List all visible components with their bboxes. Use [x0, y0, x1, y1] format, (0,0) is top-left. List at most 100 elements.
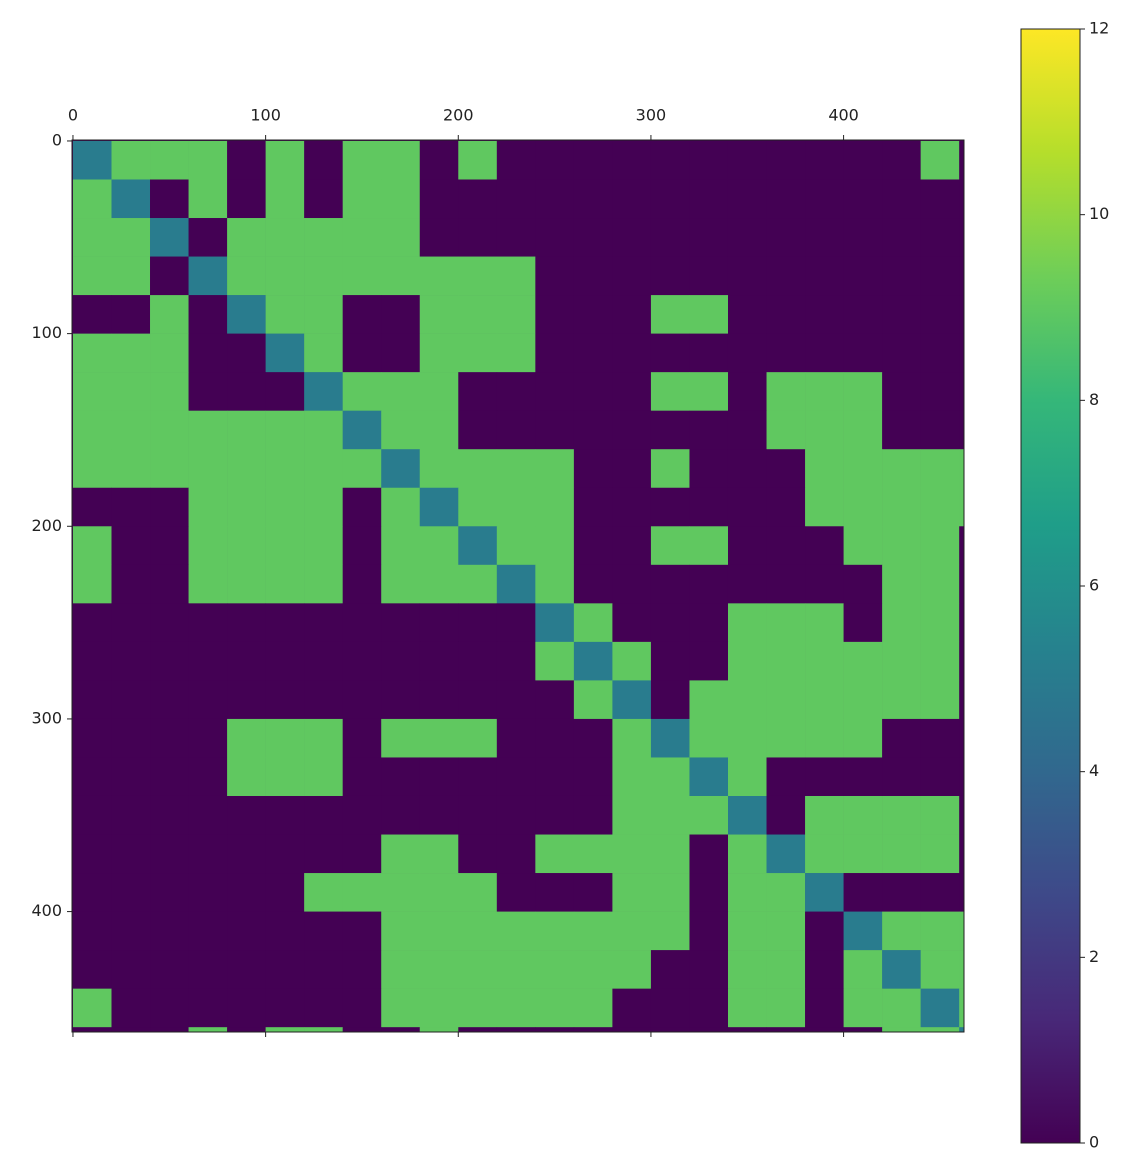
heatmap-cell [265, 256, 305, 296]
heatmap-cell [381, 795, 421, 835]
heatmap-cell [304, 1027, 343, 1032]
heatmap-cell [72, 757, 112, 797]
heatmap-cell [843, 140, 883, 180]
x-tick-label: 400 [828, 106, 859, 125]
heatmap-cell [689, 333, 729, 373]
heatmap-cell [227, 718, 266, 758]
heatmap-cell [612, 641, 652, 681]
heatmap-cell [111, 526, 151, 566]
heatmap-cell [265, 1027, 305, 1032]
heatmap-cell [573, 988, 613, 1028]
heatmap-cell [650, 526, 690, 566]
heatmap-cell [188, 873, 228, 912]
heatmap-cell [72, 295, 112, 334]
heatmap-cell [496, 449, 536, 489]
heatmap-cell [496, 988, 536, 1028]
heatmap-cell [304, 218, 343, 257]
heatmap-cell [188, 641, 228, 681]
heatmap-cell [496, 873, 536, 912]
heatmap-cell [535, 449, 575, 489]
heatmap-cell [612, 795, 652, 835]
heatmap-cell [496, 641, 536, 681]
heatmap-cell [650, 333, 690, 373]
colorbar-tick-label: 4 [1089, 761, 1099, 780]
heatmap-cell [959, 179, 964, 219]
heatmap-cell [227, 988, 266, 1028]
heatmap-cell [304, 487, 343, 527]
heatmap-cell [150, 410, 189, 450]
heatmap-cell [689, 950, 729, 989]
heatmap-cell [342, 757, 382, 797]
heatmap-cell [766, 295, 806, 334]
heatmap-cell [573, 641, 613, 681]
heatmap-cell [573, 526, 613, 566]
heatmap-cell [650, 950, 690, 989]
heatmap-cell [496, 256, 536, 296]
heatmap-cell [612, 911, 652, 951]
heatmap-cell [381, 950, 421, 989]
heatmap-cell [496, 834, 536, 874]
heatmap-cell [612, 950, 652, 989]
heatmap-cell [227, 680, 266, 720]
heatmap-cell [573, 372, 613, 411]
y-tick-label: 0 [52, 130, 62, 149]
heatmap-cell [766, 834, 806, 874]
heatmap-cell [535, 256, 575, 296]
heatmap-cell [689, 795, 729, 835]
heatmap-cell [304, 757, 343, 797]
heatmap-cell [920, 873, 960, 912]
heatmap-cell [111, 911, 151, 951]
heatmap-cell [227, 487, 266, 527]
heatmap-cell [419, 449, 459, 489]
heatmap-cell [573, 140, 613, 180]
heatmap-cell [920, 218, 960, 257]
heatmap-cell [419, 564, 459, 604]
heatmap-cell [381, 372, 421, 411]
colorbar-tick-label: 8 [1089, 390, 1099, 409]
heatmap-cell [535, 1027, 575, 1032]
heatmap-cell [150, 449, 189, 489]
heatmap-cell [150, 564, 189, 604]
heatmap-cell [458, 873, 498, 912]
heatmap-cell [766, 410, 806, 450]
heatmap-cell [265, 295, 305, 334]
heatmap-cell [227, 641, 266, 681]
heatmap-cell [458, 333, 498, 373]
heatmap-cell [342, 988, 382, 1028]
heatmap-cell [458, 295, 498, 334]
heatmap-cell [650, 295, 690, 334]
heatmap-cell [843, 873, 883, 912]
heatmap-cell [188, 487, 228, 527]
heatmap-cell [882, 680, 921, 720]
heatmap-cell [111, 487, 151, 527]
heatmap-cell [111, 372, 151, 411]
heatmap-cell [342, 487, 382, 527]
heatmap-cell [727, 873, 767, 912]
heatmap-cell [882, 795, 921, 835]
heatmap-cell [419, 410, 459, 450]
heatmap-cell [882, 487, 921, 527]
heatmap-cell [689, 295, 729, 334]
colorbar [1020, 28, 1081, 1144]
heatmap-cell [727, 911, 767, 951]
heatmap-cell [111, 641, 151, 681]
heatmap-cell [188, 526, 228, 566]
heatmap-cell [381, 295, 421, 334]
heatmap-cell [959, 718, 964, 758]
heatmap-cell [72, 256, 112, 296]
heatmap-cell [805, 950, 844, 989]
heatmap-cell [381, 873, 421, 912]
heatmap-cell [72, 603, 112, 643]
heatmap-cell [573, 564, 613, 604]
heatmap-cell [573, 487, 613, 527]
heatmap-cell [805, 295, 844, 334]
heatmap-cell [920, 333, 960, 373]
heatmap-cell [304, 449, 343, 489]
heatmap-cell [265, 372, 305, 411]
heatmap-cell [496, 487, 536, 527]
heatmap-cell [111, 218, 151, 257]
heatmap-cell [381, 564, 421, 604]
heatmap-cell [843, 988, 883, 1028]
heatmap-cell [535, 757, 575, 797]
heatmap-cell [959, 449, 964, 489]
